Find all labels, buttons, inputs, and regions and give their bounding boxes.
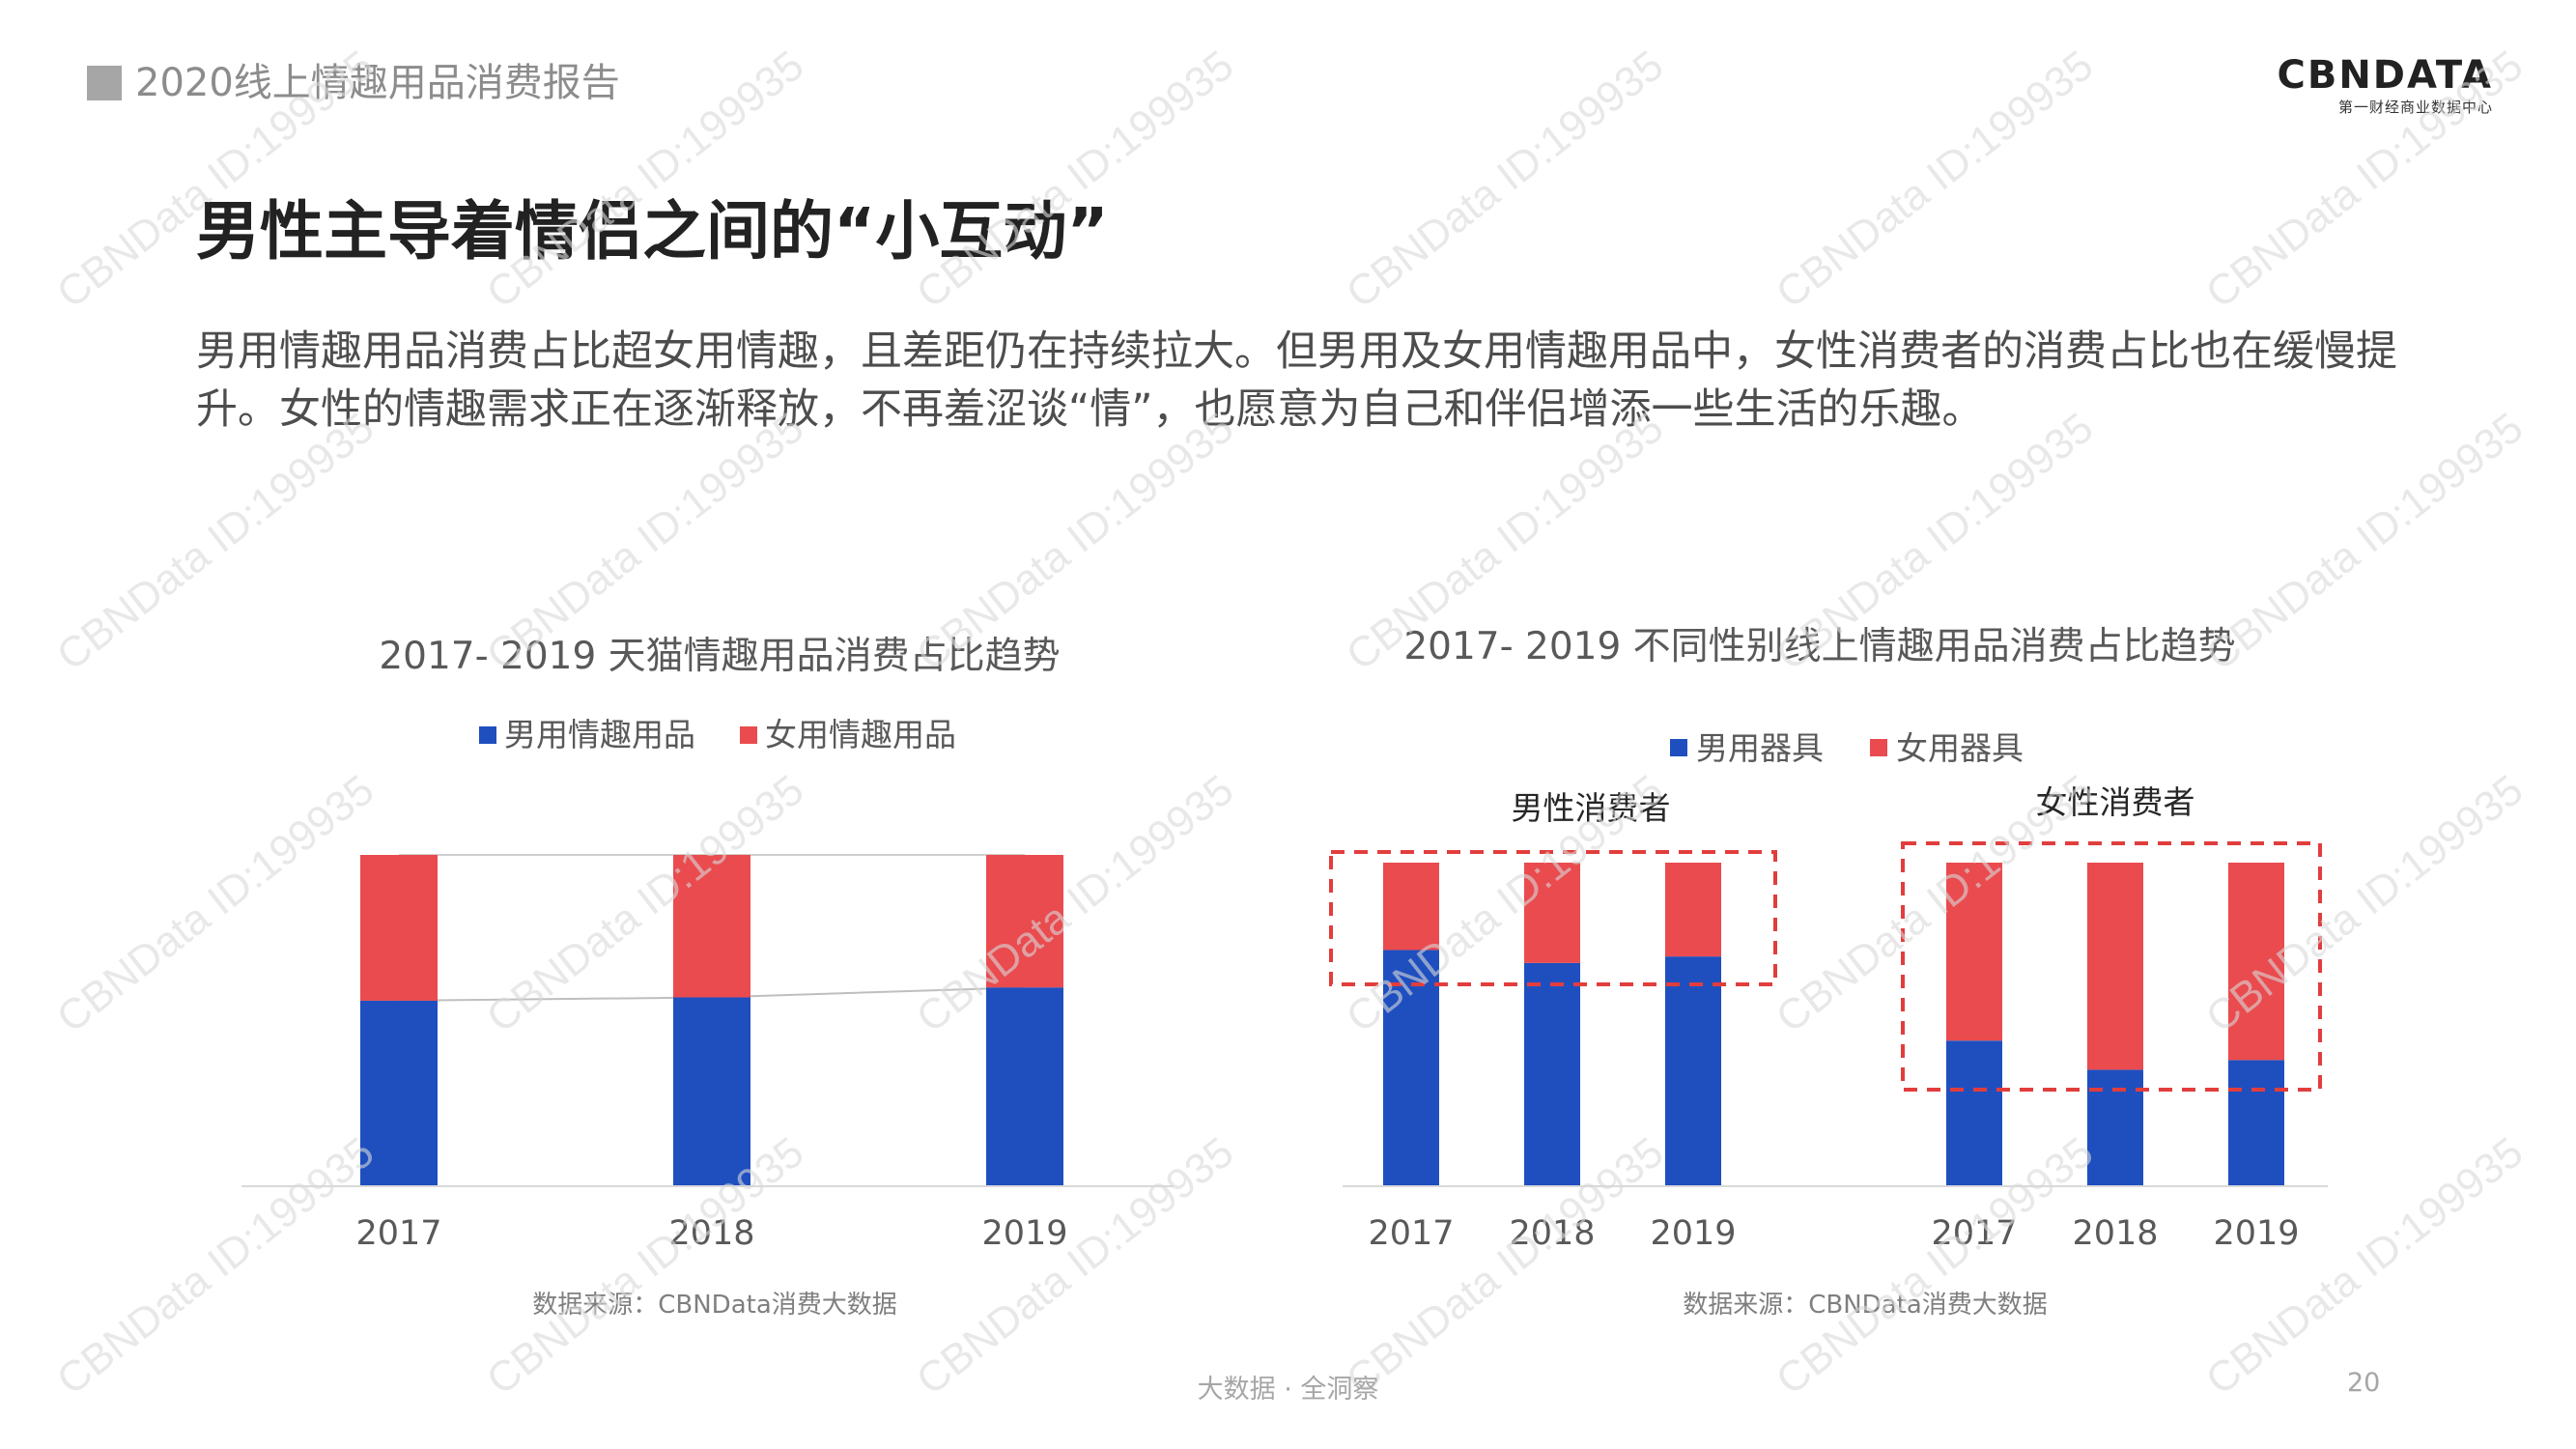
chart2-xtick-g1-2017: 2017 (1368, 1214, 1454, 1253)
chart1-bar-female-2017 (360, 855, 438, 1001)
chart2-xtick-g2-2018: 2018 (2072, 1214, 2158, 1253)
logo-wordmark: CBNDATA (2277, 53, 2493, 98)
chart1-title: 2017- 2019 天猫情趣用品消费占比趋势 (379, 635, 1060, 678)
chart1-legend-female-swatch (740, 726, 757, 744)
chart2-bar-male-g1-2019 (1665, 956, 1721, 1186)
chart2-legend-male-swatch (1670, 739, 1687, 756)
chart1-source: 数据来源：CBNData消费大数据 (532, 1291, 897, 1320)
chart2-legend-male: 男用器具 (1696, 729, 1824, 767)
chart2-legend-female-swatch (1870, 739, 1887, 756)
chart1-xtick-2019: 2019 (981, 1214, 1067, 1253)
chart1-bar-male-2017 (360, 1000, 438, 1186)
chart1-xtick-2017: 2017 (355, 1214, 441, 1253)
chart1-legend-female: 女用情趣用品 (765, 716, 956, 753)
chart1-bar-male-2019 (986, 987, 1063, 1186)
chart2-bar-male-g1-2017 (1383, 950, 1439, 1186)
logo-subtitle: 第一财经商业数据中心 (2337, 99, 2493, 116)
chart2-title: 2017- 2019 不同性别线上情趣用品消费占比趋势 (1403, 625, 2235, 668)
chart2-bar-male-g2-2019 (2228, 1060, 2284, 1186)
report-title: 2020线上情趣用品消费报告 (135, 61, 620, 105)
chart2-legend-female: 女用器具 (1896, 729, 2024, 767)
chart1-legend-male-swatch (479, 726, 496, 744)
chart2-bar-female-g2-2019 (2228, 863, 2284, 1061)
chart2-bar-male-g2-2017 (1946, 1040, 2002, 1186)
chart2-group-label-male: 男性消费者 (1512, 789, 1671, 827)
chart2-group-label-female: 女性消费者 (2036, 783, 2195, 821)
chart2-source: 数据来源：CBNData消费大数据 (1683, 1291, 2048, 1320)
chart2-bar-male-g1-2018 (1524, 962, 1580, 1186)
page-number: 20 (2347, 1368, 2381, 1398)
chart2-bar-female-g1-2018 (1524, 863, 1580, 963)
header-square-icon (87, 66, 122, 100)
chart1-bar-female-2018 (673, 855, 750, 998)
chart2-bar-female-g2-2018 (2087, 863, 2143, 1070)
chart1-legend-male: 男用情趣用品 (504, 716, 695, 753)
footer-tagline: 大数据 · 全洞察 (1197, 1375, 1379, 1405)
chart2-bar-female-g2-2017 (1946, 863, 2002, 1041)
cbndata-logo: CBNDATA 第一财经商业数据中心 (2277, 54, 2493, 118)
page-headline: 男性主导着情侣之间的“小互动” (196, 194, 1109, 269)
chart2-bar-female-g1-2019 (1665, 863, 1721, 957)
chart1-bar-female-2019 (986, 855, 1063, 988)
body-paragraph: 男用情趣用品消费占比超女用情趣，且差距仍在持续拉大。但男用及女用情趣用品中，女性… (196, 327, 2397, 434)
chart2-xtick-g2-2017: 2017 (1931, 1214, 2017, 1253)
chart2-highlight-box-female (1901, 841, 2322, 1092)
chart2-bar-female-g1-2017 (1383, 863, 1439, 951)
chart2-xtick-g1-2018: 2018 (1509, 1214, 1595, 1253)
chart1-bar-male-2018 (673, 997, 750, 1186)
chart2-highlight-box-male (1329, 850, 1777, 986)
chart2-xtick-g2-2019: 2019 (2213, 1214, 2299, 1253)
chart2-bar-male-g2-2018 (2087, 1069, 2143, 1186)
chart1-xtick-2018: 2018 (668, 1214, 754, 1253)
chart2-xtick-g1-2019: 2019 (1650, 1214, 1736, 1253)
